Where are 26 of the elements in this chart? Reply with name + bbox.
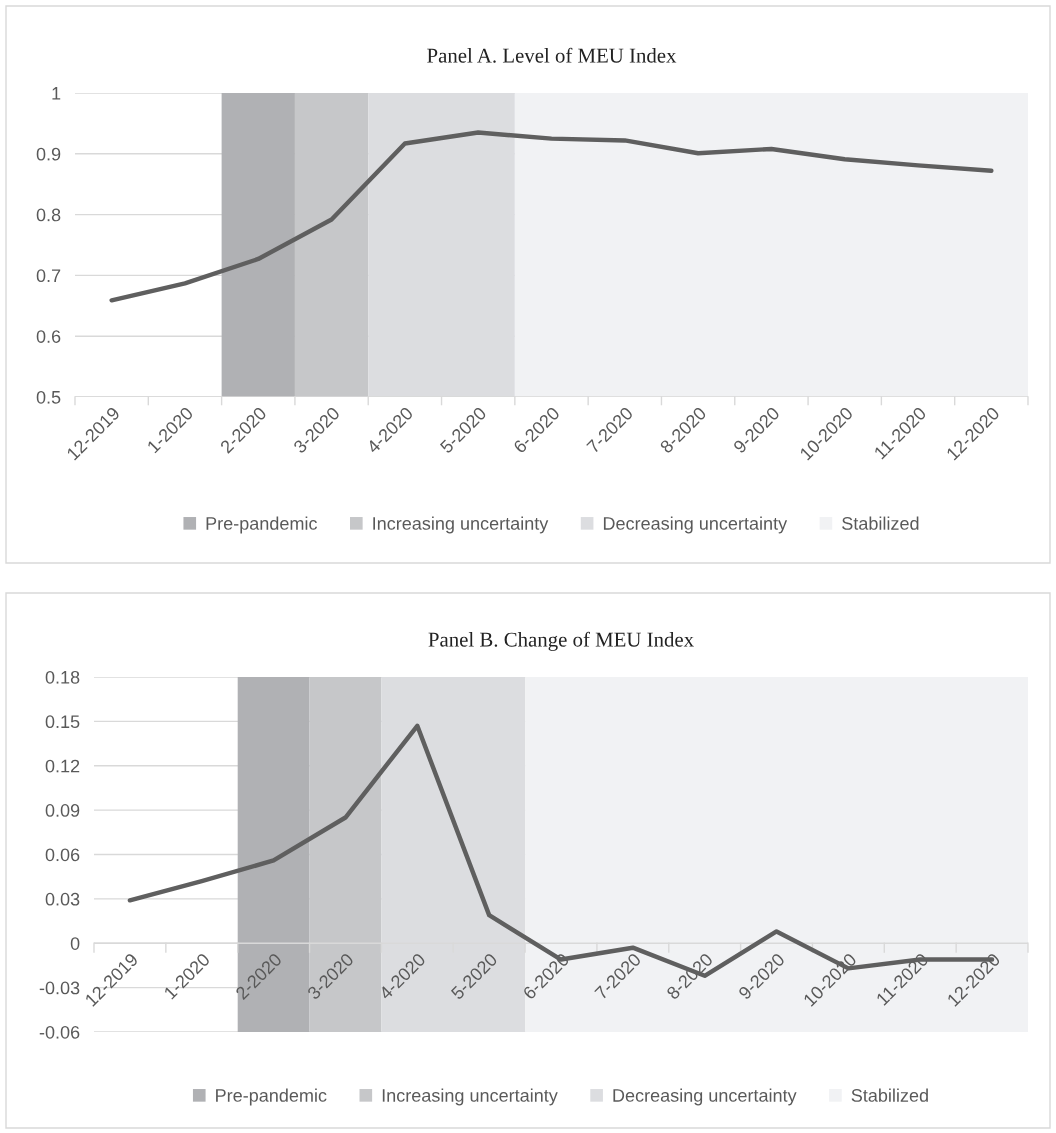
chart-title: Panel A. Level of MEU Index (427, 47, 677, 63)
y-tick-label: 0.09 (45, 804, 80, 817)
chart-title: Panel B. Change of MEU Index (428, 631, 694, 651)
y-tick-label: 0.6 (36, 330, 61, 343)
y-tick-label: 0.12 (45, 759, 80, 773)
legend-label: Increasing uncertainty (382, 1088, 558, 1106)
legend-label: Pre-pandemic (206, 516, 318, 534)
line-series (109, 130, 994, 303)
y-tick-label: -0.03 (39, 981, 80, 995)
legend-label: Stabilized (842, 516, 919, 530)
y-tick-label: 0.9 (36, 147, 61, 161)
y-tick-label: 1 (52, 87, 61, 100)
y-tick-label: 0.5 (36, 390, 61, 404)
legend-label: Stabilized (851, 1088, 928, 1102)
legend-label: Decreasing uncertainty (613, 1088, 797, 1106)
y-tick-label: 0.03 (45, 892, 80, 906)
y-tick-label: 0.7 (36, 269, 61, 283)
y-tick-label: 0.06 (45, 848, 80, 862)
y-tick-label: 0 (70, 937, 80, 950)
legend-label: Decreasing uncertainty (603, 516, 788, 534)
legend-label: Increasing uncertainty (373, 516, 549, 534)
legend-label: Pre-pandemic (216, 1088, 327, 1106)
y-tick-label: 0.18 (45, 670, 80, 684)
y-tick-label: 0.15 (45, 715, 80, 729)
y-tick-label: 0.8 (36, 208, 61, 222)
y-tick-label: -0.06 (39, 1025, 80, 1039)
